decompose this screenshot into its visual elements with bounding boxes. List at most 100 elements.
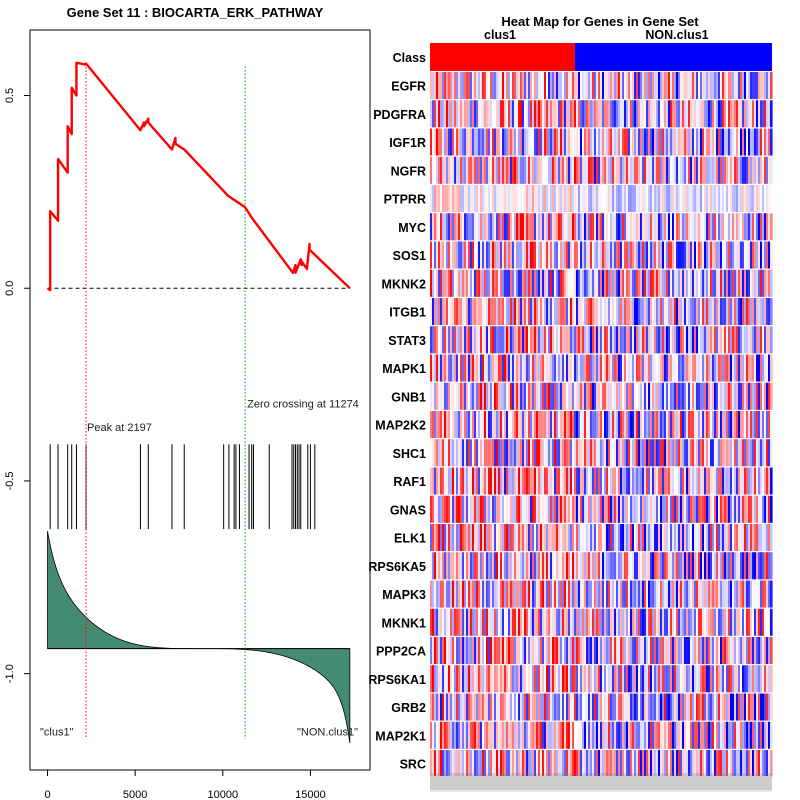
- heatmap-cell: [698, 354, 701, 382]
- heatmap-cell: [704, 382, 707, 410]
- heatmap-cell: [722, 185, 725, 213]
- heatmap-cell: [510, 185, 513, 213]
- heatmap-cell: [766, 241, 769, 269]
- heatmap-cell: [556, 495, 559, 523]
- gene-label: SRC: [400, 758, 426, 772]
- heatmap-cell: [548, 608, 551, 636]
- heatmap-cell: [574, 128, 577, 156]
- heatmap-cell: [544, 241, 547, 269]
- heatmap-cell: [606, 524, 609, 552]
- heatmap-cell: [704, 241, 707, 269]
- heatmap-cell: [716, 100, 719, 128]
- heatmap-cell: [554, 269, 557, 297]
- heatmap-cell: [596, 580, 599, 608]
- heatmap-cell: [460, 269, 463, 297]
- heatmap-cell: [650, 326, 653, 354]
- heatmap-cell: [526, 467, 529, 495]
- heatmap-cell: [662, 580, 665, 608]
- heatmap-cell: [588, 580, 591, 608]
- heatmap-cell: [722, 665, 725, 693]
- heatmap-cell: [458, 382, 461, 410]
- heatmap-cell: [432, 213, 435, 241]
- heatmap-cell: [466, 213, 469, 241]
- heatmap-cell: [742, 298, 745, 326]
- heatmap-cell: [488, 693, 491, 721]
- heatmap-cell: [726, 241, 729, 269]
- heatmap-cell: [564, 100, 567, 128]
- heatmap-cell: [480, 72, 483, 100]
- heatmap-cell: [740, 693, 743, 721]
- heatmap-cell: [550, 467, 553, 495]
- heatmap-cell: [746, 665, 749, 693]
- heatmap-cell: [476, 185, 479, 213]
- heatmap-cell: [734, 665, 737, 693]
- heatmap-cell: [508, 580, 511, 608]
- heatmap: Heat Map for Genes in Gene Set clus1 NON…: [368, 14, 773, 792]
- heatmap-cell: [444, 467, 447, 495]
- heatmap-cell: [714, 580, 717, 608]
- heatmap-cell: [646, 156, 649, 184]
- heatmap-cell: [668, 750, 671, 778]
- heatmap-cell: [716, 750, 719, 778]
- heatmap-cell: [722, 100, 725, 128]
- heatmap-cell: [670, 269, 673, 297]
- heatmap-cell: [502, 552, 505, 580]
- heatmap-cell: [578, 241, 581, 269]
- heatmap-cell: [740, 185, 743, 213]
- heatmap-cell: [574, 354, 577, 382]
- heatmap-cell: [768, 608, 771, 636]
- heatmap-cell: [752, 693, 755, 721]
- heatmap-cell: [662, 185, 665, 213]
- heatmap-cell: [650, 213, 653, 241]
- heatmap-cell: [630, 637, 633, 665]
- heatmap-cell: [506, 411, 509, 439]
- heatmap-cell: [596, 637, 599, 665]
- heatmap-cell: [654, 439, 657, 467]
- heatmap-cell: [734, 326, 737, 354]
- heatmap-cell: [694, 467, 697, 495]
- heatmap-cell: [584, 467, 587, 495]
- heatmap-cell: [482, 269, 485, 297]
- heatmap-cell: [476, 721, 479, 749]
- heatmap-cell: [586, 354, 589, 382]
- heatmap-cell: [606, 439, 609, 467]
- heatmap-cell: [586, 637, 589, 665]
- heatmap-cell: [666, 665, 669, 693]
- heatmap-cell: [494, 185, 497, 213]
- heatmap-cell: [520, 354, 523, 382]
- heatmap-cell: [716, 269, 719, 297]
- heatmap-cell: [454, 608, 457, 636]
- heatmap-cell: [450, 750, 453, 778]
- heatmap-cell: [702, 750, 705, 778]
- heatmap-cell: [610, 693, 613, 721]
- heatmap-cell: [506, 439, 509, 467]
- heatmap-cell: [728, 156, 731, 184]
- heatmap-cell: [724, 524, 727, 552]
- heatmap-cell: [684, 269, 687, 297]
- heatmap-cell: [566, 693, 569, 721]
- heatmap-cell: [492, 72, 495, 100]
- heatmap-cell: [436, 156, 439, 184]
- heatmap-cell: [642, 100, 645, 128]
- heatmap-cell: [542, 693, 545, 721]
- heatmap-cell: [456, 382, 459, 410]
- heatmap-cell: [554, 637, 557, 665]
- heatmap-cell: [548, 213, 551, 241]
- class-bar: [430, 43, 772, 71]
- heatmap-cell: [666, 326, 669, 354]
- heatmap-cell: [580, 213, 583, 241]
- heatmap-cell: [706, 721, 709, 749]
- zero-crossing-annotation: Zero crossing at 11274: [247, 399, 359, 411]
- heatmap-cell: [494, 241, 497, 269]
- heatmap-cell: [770, 750, 773, 778]
- heatmap-cell: [514, 382, 517, 410]
- heatmap-cell: [650, 608, 653, 636]
- heatmap-cell: [554, 354, 557, 382]
- heatmap-cell: [576, 608, 579, 636]
- heatmap-cell: [452, 72, 455, 100]
- heatmap-cell: [522, 156, 525, 184]
- heatmap-cell: [446, 185, 449, 213]
- heatmap-cell: [540, 750, 543, 778]
- heatmap-cell: [754, 382, 757, 410]
- heatmap-cell: [572, 580, 575, 608]
